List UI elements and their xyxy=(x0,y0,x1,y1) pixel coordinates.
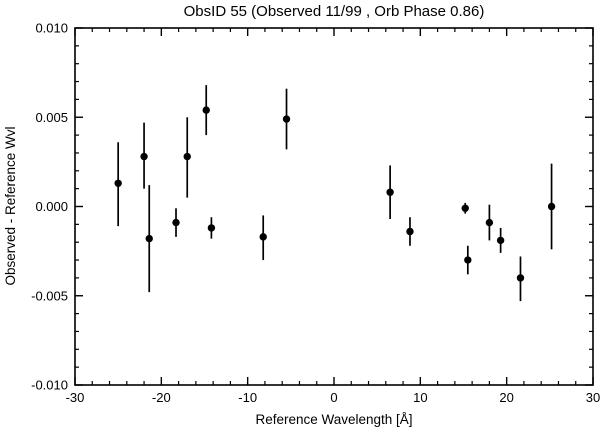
data-point-marker xyxy=(207,224,216,232)
svg-text:-20: -20 xyxy=(152,390,171,405)
data-points xyxy=(114,106,556,282)
data-point-marker xyxy=(485,218,494,227)
svg-text:0.005: 0.005 xyxy=(35,110,68,125)
data-point-marker xyxy=(516,274,525,282)
data-point-marker xyxy=(145,234,153,243)
svg-text:0.000: 0.000 xyxy=(35,199,68,214)
data-point-marker xyxy=(547,202,556,211)
x-axis-label: Reference Wavelength [Å] xyxy=(255,412,412,427)
y-axis-label: Observed - Reference Wvl xyxy=(3,126,18,285)
data-point-marker xyxy=(406,227,414,236)
svg-text:-0.010: -0.010 xyxy=(31,378,68,393)
data-point-marker xyxy=(496,236,505,245)
svg-text:20: 20 xyxy=(499,390,513,405)
svg-text:-0.005: -0.005 xyxy=(31,288,68,303)
data-point-marker xyxy=(461,204,469,212)
svg-text:0.010: 0.010 xyxy=(35,21,68,36)
data-point-marker xyxy=(282,115,291,123)
axis-ticks xyxy=(74,27,594,386)
data-point-marker xyxy=(140,152,148,161)
error-bars xyxy=(117,85,553,302)
data-point-marker xyxy=(259,233,267,241)
data-point-marker xyxy=(386,188,394,196)
plot-frame xyxy=(74,27,594,386)
svg-text:10: 10 xyxy=(413,390,427,405)
data-point-marker xyxy=(183,152,191,161)
svg-text:-10: -10 xyxy=(238,390,257,405)
tick-labels: -30 -20 -10 0 10 20 30 -0.010 -0.005 0.000 0.005 0.… xyxy=(31,21,600,406)
data-point-marker xyxy=(114,179,122,187)
data-point-marker xyxy=(172,218,180,227)
svg-text:30: 30 xyxy=(586,390,600,405)
svg-text:0: 0 xyxy=(330,390,337,405)
data-point-marker xyxy=(202,106,210,114)
svg-text:-30: -30 xyxy=(66,390,85,405)
chart-title: ObsID 55 (Observed 11/99 , Orb Phase 0.8… xyxy=(184,3,485,20)
data-point-marker xyxy=(464,256,472,264)
